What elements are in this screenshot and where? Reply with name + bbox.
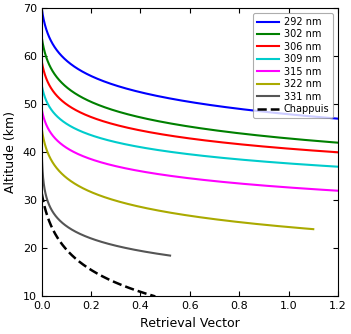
- 309 nm: [65, 122, 69, 126]
- 302 nm: [65, 85, 69, 89]
- Line: 292 nm: 292 nm: [42, 8, 338, 119]
- 331 nm: [45, 197, 49, 201]
- 315 nm: [65, 146, 69, 150]
- 315 nm: [40, 107, 44, 111]
- Line: 331 nm: 331 nm: [42, 148, 170, 256]
- 309 nm: [305, 163, 309, 167]
- Chappuis: [59, 241, 63, 245]
- 322 nm: [283, 225, 287, 229]
- 315 nm: [169, 174, 173, 178]
- 302 nm: [40, 35, 44, 39]
- 315 nm: [336, 189, 340, 193]
- 292 nm: [40, 6, 44, 10]
- 309 nm: [40, 83, 44, 87]
- 331 nm: [40, 146, 44, 150]
- Line: 302 nm: 302 nm: [42, 37, 338, 143]
- 315 nm: [65, 146, 69, 150]
- 292 nm: [65, 59, 69, 63]
- 306 nm: [336, 150, 340, 154]
- 331 nm: [168, 254, 172, 258]
- Line: 315 nm: 315 nm: [42, 109, 338, 191]
- 302 nm: [85, 98, 89, 102]
- Chappuis: [69, 253, 73, 257]
- 331 nm: [151, 251, 155, 255]
- 292 nm: [65, 59, 69, 63]
- 315 nm: [305, 187, 309, 191]
- 322 nm: [159, 209, 163, 213]
- 315 nm: [74, 151, 79, 155]
- 309 nm: [169, 150, 173, 154]
- 292 nm: [169, 97, 173, 101]
- 306 nm: [65, 103, 69, 107]
- Chappuis: [145, 292, 149, 296]
- Line: 322 nm: 322 nm: [42, 128, 313, 229]
- 322 nm: [81, 186, 85, 190]
- Chappuis: [103, 276, 107, 280]
- Line: 306 nm: 306 nm: [42, 61, 338, 152]
- 302 nm: [336, 141, 340, 145]
- 302 nm: [305, 138, 309, 142]
- 306 nm: [305, 148, 309, 152]
- 315 nm: [85, 156, 89, 160]
- 322 nm: [71, 181, 75, 185]
- Chappuis: [58, 240, 62, 244]
- Line: Chappuis: Chappuis: [42, 193, 155, 296]
- 309 nm: [336, 165, 340, 169]
- 331 nm: [45, 197, 49, 201]
- 292 nm: [336, 117, 340, 121]
- 331 nm: [47, 204, 52, 208]
- Line: 309 nm: 309 nm: [42, 85, 338, 167]
- 302 nm: [65, 86, 69, 90]
- 306 nm: [169, 134, 173, 138]
- Y-axis label: Altitude (km): Altitude (km): [4, 111, 17, 193]
- 292 nm: [85, 72, 89, 76]
- 322 nm: [40, 126, 44, 130]
- X-axis label: Retrieval Vector: Retrieval Vector: [140, 317, 240, 330]
- 306 nm: [40, 59, 44, 63]
- Chappuis: [40, 191, 44, 195]
- 331 nm: [83, 234, 87, 238]
- 292 nm: [305, 114, 309, 118]
- 306 nm: [65, 102, 69, 106]
- 322 nm: [311, 227, 316, 231]
- 306 nm: [74, 109, 79, 113]
- Chappuis: [153, 294, 157, 298]
- 309 nm: [85, 132, 89, 136]
- 302 nm: [169, 122, 173, 126]
- 302 nm: [74, 92, 79, 96]
- 292 nm: [74, 66, 79, 70]
- 322 nm: [62, 174, 67, 178]
- Legend: 292 nm, 302 nm, 306 nm, 309 nm, 315 nm, 322 nm, 331 nm, Chappuis: 292 nm, 302 nm, 306 nm, 309 nm, 315 nm, …: [253, 13, 333, 118]
- 331 nm: [51, 210, 55, 214]
- 309 nm: [74, 127, 79, 131]
- 322 nm: [63, 175, 67, 179]
- 309 nm: [65, 122, 69, 126]
- 306 nm: [85, 113, 89, 117]
- Chappuis: [64, 247, 68, 251]
